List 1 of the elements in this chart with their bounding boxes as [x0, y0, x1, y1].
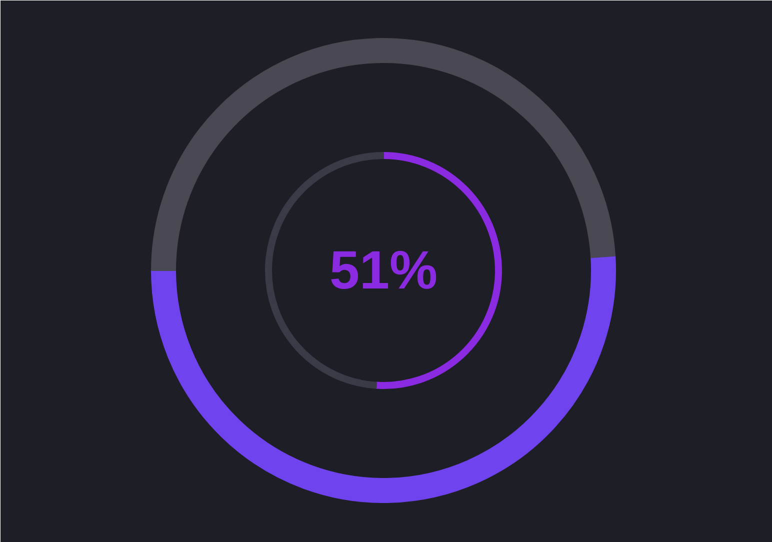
text: 51%: [329, 240, 438, 300]
